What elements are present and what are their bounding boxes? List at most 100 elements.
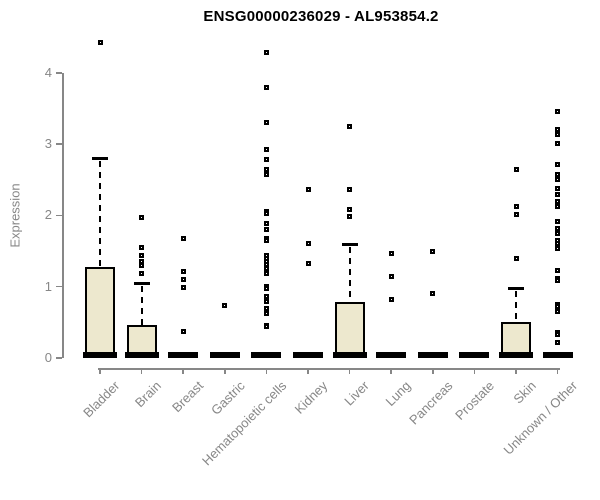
y-axis-tick [56, 285, 62, 288]
x-axis-tick [224, 368, 226, 374]
x-axis-tick [265, 368, 268, 374]
x-tick-label: Brain [132, 378, 165, 411]
whisker [348, 246, 351, 303]
outlier-point [97, 40, 103, 46]
outlier-point [555, 161, 561, 167]
y-axis-label: Expression [7, 183, 23, 248]
x-axis-tick [182, 368, 184, 374]
outlier-point [555, 185, 561, 191]
outlier-point [555, 127, 561, 133]
outlier-point [555, 241, 561, 247]
outlier-point [555, 176, 561, 182]
x-tick-label: Liver [341, 378, 373, 409]
outlier-point [555, 218, 561, 224]
whisker-cap [133, 282, 150, 286]
x-tick-label: Lung [382, 378, 414, 410]
median-line [459, 352, 490, 358]
x-axis-tick [390, 368, 392, 374]
outlier-point [263, 324, 269, 330]
outlier-point [305, 187, 311, 193]
median-line [293, 352, 323, 358]
x-axis-tick [99, 368, 101, 374]
outlier-point [139, 252, 145, 258]
x-tick-label: Skin [510, 378, 539, 407]
outlier-point [555, 267, 561, 273]
box [85, 267, 115, 358]
y-tick-label: 4 [44, 64, 52, 80]
x-tick-label: Kidney [291, 378, 331, 417]
y-tick-label: 1 [44, 278, 52, 294]
outlier-point [180, 277, 186, 283]
outlier-point [139, 244, 145, 250]
y-tick-label: 2 [44, 207, 52, 223]
outlier-point [263, 237, 269, 243]
outlier-point [555, 225, 561, 231]
outlier-point [139, 215, 145, 221]
x-axis-tick [556, 368, 559, 374]
outlier-point [305, 260, 311, 266]
median-line [542, 352, 573, 358]
box [501, 321, 531, 358]
y-axis-tick [56, 214, 62, 217]
outlier-point [263, 227, 269, 233]
outlier-point [222, 302, 228, 308]
x-tick-label: Prostate [452, 378, 498, 423]
whisker [140, 286, 143, 326]
outlier-point [263, 270, 269, 276]
outlier-point [388, 251, 394, 257]
outlier-point [263, 166, 269, 172]
outlier-point [513, 255, 519, 261]
outlier-point [263, 85, 269, 91]
y-axis-tick [56, 72, 62, 74]
outlier-point [555, 172, 561, 178]
x-tick-label: Gastric [207, 378, 248, 418]
y-axis-tick [56, 143, 62, 145]
x-tick-label: Breast [168, 378, 206, 416]
median-line [124, 352, 159, 358]
outlier-point [263, 211, 269, 217]
x-axis-tick [432, 368, 434, 374]
outlier-point [555, 331, 561, 337]
outlier-point [555, 198, 561, 204]
x-axis-line [98, 368, 560, 370]
y-axis-tick [56, 357, 62, 359]
outlier-point [513, 203, 519, 209]
outlier-point [347, 124, 353, 130]
median-line [83, 352, 117, 358]
whisker [515, 291, 517, 322]
whisker-cap [508, 287, 524, 291]
x-tick-label: Pancreas [405, 378, 456, 428]
outlier-point [388, 274, 394, 280]
whisker-cap [341, 242, 358, 246]
y-axis-line [62, 72, 64, 358]
outlier-point [180, 268, 186, 274]
outlier-point [555, 245, 561, 251]
x-axis-tick [307, 368, 309, 374]
outlier-point [263, 120, 269, 126]
outlier-point [513, 167, 519, 173]
outlier-point [555, 339, 561, 345]
median-line [332, 352, 367, 358]
outlier-point [555, 277, 561, 283]
outlier-point [555, 192, 561, 198]
outlier-point [555, 230, 561, 236]
outlier-point [513, 212, 519, 218]
whisker [99, 161, 101, 268]
outlier-point [347, 213, 353, 219]
outlier-point [430, 290, 436, 296]
outlier-point [263, 156, 269, 162]
y-tick-label: 3 [44, 136, 52, 152]
outlier-point [139, 270, 145, 276]
outlier-point [263, 286, 269, 292]
whisker-cap [92, 157, 108, 161]
outlier-point [555, 304, 561, 310]
outlier-point [139, 258, 145, 264]
median-line [417, 352, 448, 358]
outlier-point [388, 297, 394, 303]
outlier-point [430, 249, 436, 255]
x-tick-label: Bladder [80, 378, 123, 421]
outlier-point [305, 240, 311, 246]
outlier-point [347, 187, 353, 193]
x-axis-tick [515, 368, 517, 374]
